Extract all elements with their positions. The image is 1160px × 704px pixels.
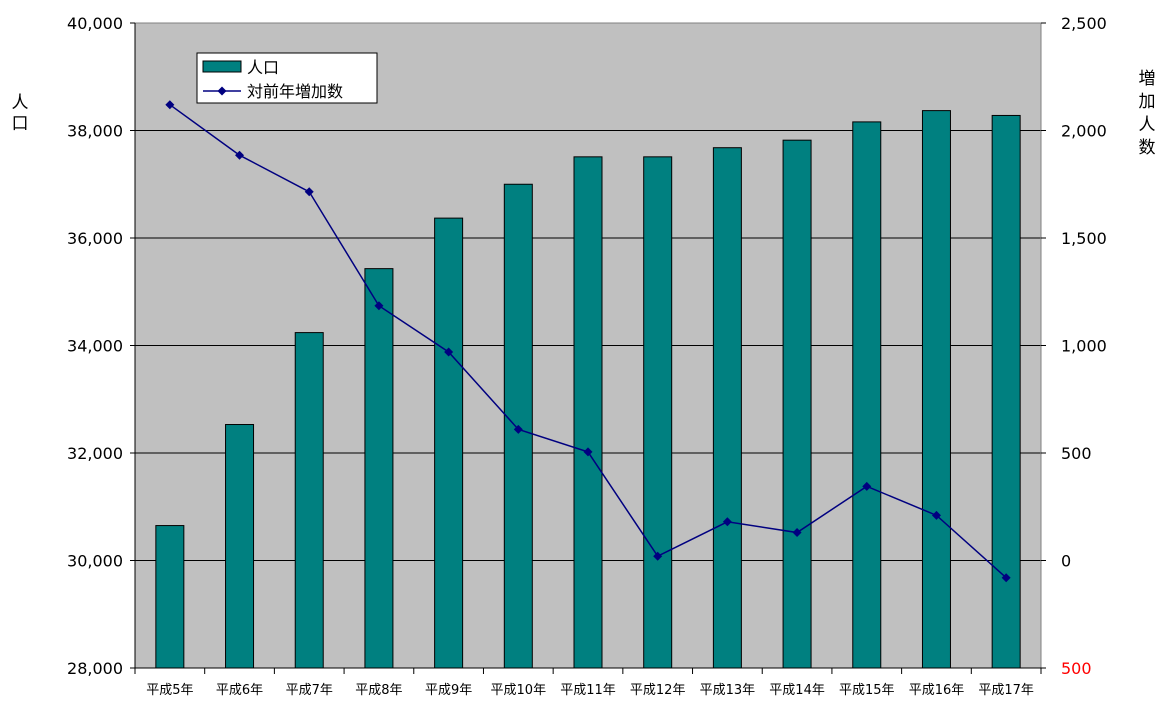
- right-tick-label: 1,500: [1061, 229, 1107, 248]
- right-tick-label: 0: [1061, 552, 1071, 571]
- left-tick-label: 40,000: [67, 14, 123, 33]
- data-point: [583, 447, 593, 457]
- x-tick-label: 平成8年: [355, 683, 402, 698]
- x-tick-label: 平成13年: [700, 683, 756, 698]
- x-tick-label: 平成9年: [425, 683, 472, 698]
- bar: [782, 139, 812, 669]
- x-tick-label: 平成6年: [216, 683, 263, 698]
- data-point: [931, 510, 941, 520]
- x-tick-label: 平成16年: [909, 683, 965, 698]
- x-tick-label: 平成7年: [286, 683, 333, 698]
- bar: [364, 268, 394, 669]
- data-point: [165, 100, 175, 110]
- bar: [294, 332, 324, 669]
- bar: [434, 217, 464, 669]
- x-tick-label: 平成11年: [560, 683, 616, 698]
- bar: [643, 156, 673, 669]
- bar: [712, 147, 742, 669]
- x-tick-label: 平成15年: [839, 683, 895, 698]
- left-tick-label: 28,000: [67, 659, 123, 678]
- data-point: [722, 517, 732, 527]
- line-series: [165, 100, 1011, 583]
- bar: [573, 156, 603, 669]
- data-point: [862, 481, 872, 491]
- left-tick-label: 34,000: [67, 337, 123, 356]
- legend-label: 対前年増加数: [247, 82, 343, 101]
- legend-swatch-marker: [217, 86, 227, 96]
- legend-swatch-bar: [202, 60, 242, 73]
- right-tick-label: 500: [1061, 444, 1092, 463]
- x-tick-label: 平成17年: [978, 683, 1034, 698]
- bar: [225, 424, 255, 669]
- data-point: [792, 528, 802, 538]
- axes: 28,000 30,000 32,000 34,000 36,000 38,000 40,0…: [12, 14, 1156, 698]
- right-tick-label: 1,000: [1061, 337, 1107, 356]
- right-tick-label: 2,500: [1061, 14, 1107, 33]
- data-point: [653, 551, 663, 561]
- data-point: [304, 187, 314, 197]
- data-point: [1001, 573, 1011, 583]
- left-tick-label: 32,000: [67, 444, 123, 463]
- bar: [921, 110, 951, 669]
- bar: [155, 525, 185, 669]
- left-tick-label: 38,000: [67, 122, 123, 141]
- bar: [852, 121, 882, 669]
- left-tick-label: 36,000: [67, 229, 123, 248]
- right-axis-title: 増加人数: [1139, 69, 1156, 158]
- data-point: [374, 301, 384, 311]
- x-tick-label: 平成10年: [491, 683, 547, 698]
- data-point: [235, 150, 245, 160]
- data-point: [444, 347, 454, 357]
- left-tick-label: 30,000: [67, 552, 123, 571]
- legend-label: 人口: [247, 58, 279, 77]
- bar: [991, 114, 1021, 669]
- left-axis-title: 人口: [12, 93, 29, 134]
- x-tick-label: 平成14年: [769, 683, 825, 698]
- x-tick-label: 平成5年: [146, 683, 193, 698]
- x-tick-label: 平成12年: [630, 683, 686, 698]
- data-point: [513, 424, 523, 434]
- right-tick-label: 500: [1061, 659, 1092, 678]
- right-tick-label: 2,000: [1061, 122, 1107, 141]
